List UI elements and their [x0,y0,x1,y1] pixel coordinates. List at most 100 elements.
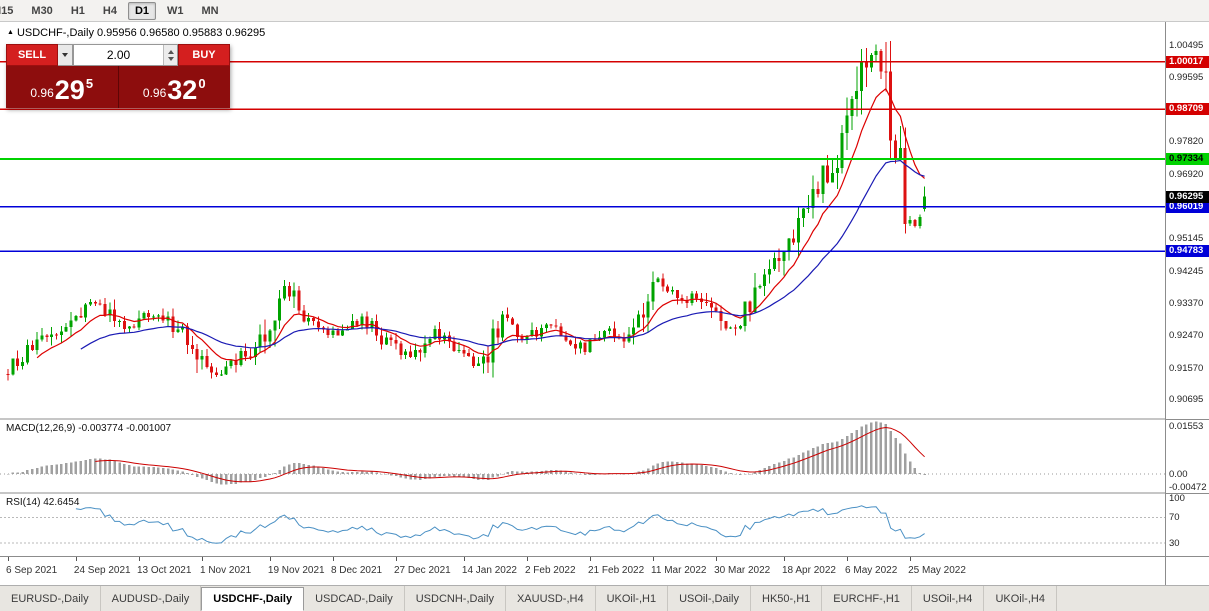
date-axis-label: 24 Sep 2021 [73,565,131,576]
date-axis-label: 6 May 2022 [845,565,898,576]
date-tick [202,557,203,561]
price-axis-label: 0.99595 [1169,72,1204,84]
volume-dropdown-button[interactable] [58,44,73,66]
buy-price-big: 32 [167,75,198,105]
pane-separator[interactable] [1166,493,1209,494]
date-tick [8,557,9,561]
date-axis-label: 13 Oct 2021 [136,565,192,576]
date-axis-label: 27 Dec 2021 [394,565,451,576]
sell-price-big: 29 [54,75,85,105]
rsi-axis-label: 70 [1169,512,1180,524]
tab-usoil-daily[interactable]: USOil-,Daily [668,586,751,611]
price-axis-label: 0.93370 [1169,297,1204,309]
timeframe-h4-button[interactable]: H4 [102,4,117,17]
tab-usdchf-daily[interactable]: USDCHF-,Daily [201,587,305,611]
date-tick [716,557,718,561]
date-axis-label: 2 Feb 2022 [524,565,576,576]
buy-price-sup: 0 [198,76,206,91]
tab-ukoil-h4[interactable]: UKOil-,H4 [984,586,1057,611]
price-level-badge: 0.97334 [1166,153,1209,166]
date-tick [396,557,397,561]
date-tick [332,557,334,561]
price-level-badge: 1.00017 [1166,55,1209,68]
price-axis-label: 0.95145 [1169,233,1204,245]
pane-separator[interactable] [1166,419,1209,420]
date-tick [463,557,465,561]
date-axis-label: 30 Mar 2022 [714,565,771,576]
macd-axis-label: 0.00 [1169,468,1188,480]
date-axis-label: 25 May 2022 [908,565,966,576]
date-axis-label: 6 Sep 2021 [6,565,58,576]
sell-price-prefix: 0.96 [30,86,54,100]
date-tick [590,557,591,561]
macd-axis-label: 0.01553 [1169,421,1204,432]
date-axis-label: 14 Jan 2022 [461,565,517,576]
date-tick [75,557,77,561]
tab-hk50-h1[interactable]: HK50-,H1 [751,586,823,611]
price-level-badge: 0.98709 [1166,103,1209,116]
tab-usoil-h4[interactable]: USOil-,H4 [911,586,985,611]
date-tick [269,557,271,561]
volume-value[interactable]: 2.00 [106,48,131,62]
price-axis-label: 0.92470 [1169,330,1204,342]
date-axis-label: 19 Nov 2021 [267,565,325,576]
date-axis-label: 18 Apr 2022 [782,565,836,576]
buy-price-display[interactable]: 0.96 32 0 [119,66,231,108]
timeframe-m30-button[interactable]: M30 [31,4,53,17]
timeframe-mn-button[interactable]: MN [201,4,219,17]
date-axis-label: 21 Feb 2022 [588,565,645,576]
collapse-icon: ▲ [7,29,14,36]
price-axis-label: 0.94245 [1169,265,1204,277]
macd-indicator-label: MACD(12,26,9) -0.003774 -0.001007 [6,423,172,434]
price-axis-label: 0.96920 [1169,169,1204,181]
date-axis: 6 Sep 2021 24 Sep 2021 13 Oct 2021 1 Nov 20… [0,556,1165,585]
date-tick [784,557,785,561]
tab-xauusd-h4[interactable]: XAUUSD-,H4 [505,586,596,611]
date-axis-label: 8 Dec 2021 [330,565,383,576]
sell-button[interactable]: SELL [6,44,58,66]
date-tick [138,557,140,561]
chart-window: 6 Sep 2021 24 Sep 2021 13 Oct 2021 1 Nov 20… [0,22,1209,585]
price-axis[interactable]: 1.00495 0.99595 0.97820 0.96920 0.95145 0.942… [1165,22,1209,585]
spin-up-icon [167,49,174,54]
tab-ukoil-h1[interactable]: UKOil-,H1 [595,586,669,611]
date-tick [910,557,912,561]
price-axis-label: 0.90695 [1169,394,1204,406]
rsi-axis-label: 100 [1169,492,1185,504]
volume-spinner[interactable] [163,45,177,65]
tab-usdcad-daily[interactable]: USDCAD-,Daily [304,586,405,611]
chart-area[interactable]: 6 Sep 2021 24 Sep 2021 13 Oct 2021 1 Nov 20… [0,22,1165,585]
chart-title: ▲ USDCHF-,Daily 0.95956 0.96580 0.95883 0… [7,27,265,39]
sell-price-display[interactable]: 0.96 29 5 [6,66,119,108]
timeframe-h1-button[interactable]: H1 [70,4,85,17]
date-axis-label: 11 Mar 2022 [651,565,707,576]
price-axis-label: 0.97820 [1169,136,1204,148]
buy-button[interactable]: BUY [178,44,230,66]
date-axis-label: 1 Nov 2021 [200,565,252,576]
timeframe-w1-button[interactable]: W1 [167,4,184,17]
chart-title-text: USDCHF-,Daily 0.95956 0.96580 0.95883 0.… [16,27,266,39]
date-tick [653,557,655,561]
tab-eurchf-h1[interactable]: EURCHF-,H1 [822,586,912,611]
buy-price-prefix: 0.96 [142,86,167,100]
current-price-badge: 0.96295 [1166,190,1209,203]
price-level-badge: 0.94783 [1166,245,1209,258]
date-tick [847,557,849,561]
rsi-axis-label: 30 [1169,538,1180,550]
tab-usdcnh-daily[interactable]: USDCNH-,Daily [404,586,506,611]
tab-audusd-daily[interactable]: AUDUSD-,Daily [100,586,202,611]
timeframe-m15-button[interactable]: M15 [0,4,14,17]
price-level-badge: 0.96019 [1166,200,1209,213]
rsi-indicator-label: RSI(14) 42.6454 [6,497,80,508]
volume-field[interactable]: 2.00 [73,44,178,66]
macd-axis-label: -0.00472 [1169,482,1207,493]
sell-price-sup: 5 [85,76,94,91]
chevron-down-icon [62,53,68,57]
timeframe-toolbar: M15 M30 H1 H4 D1 W1 MN [0,0,1209,22]
tab-eurusd-daily[interactable]: EURUSD-,Daily [0,586,101,611]
spin-down-icon [167,56,174,61]
chart-canvas[interactable] [0,22,1165,556]
chart-tab-bar: EURUSD-,Daily AUDUSD-,Daily USDCHF-,Dail… [0,585,1209,611]
price-axis-label: 0.91570 [1169,362,1204,374]
timeframe-d1-button[interactable]: D1 [127,1,156,20]
